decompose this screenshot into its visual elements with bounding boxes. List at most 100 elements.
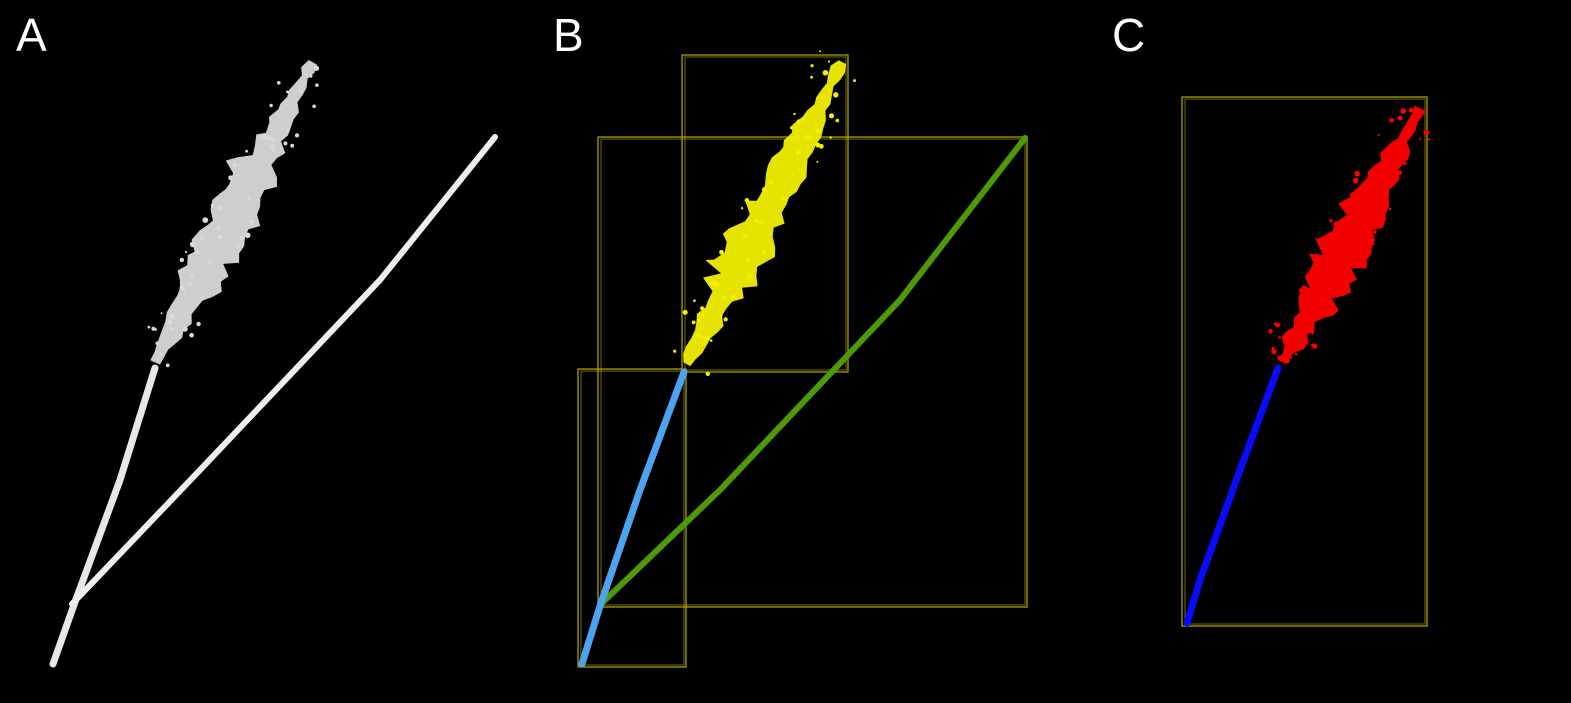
panel-a-seed-head-point: [228, 175, 234, 181]
panel-a-seed-head-point: [216, 225, 221, 230]
panel-c-seed-head-point: [1399, 136, 1402, 139]
panel-c-seed-head-point: [1274, 322, 1280, 328]
panel-b-seed-head-point: [796, 157, 799, 160]
panel-c-seed-head-point: [1328, 233, 1334, 238]
panel-c-seed-head-point: [1311, 343, 1318, 349]
panel-b-seed-head-point: [713, 281, 720, 288]
panel-b-side-stem: [598, 135, 1028, 607]
panel-c-seed-head-point: [1332, 237, 1335, 241]
panel-a-seed-head-point: [277, 81, 281, 85]
panel-label-c: C: [1112, 9, 1146, 61]
panel-a-seed-head-point: [239, 235, 245, 241]
panel-c-seed-head-point: [1356, 245, 1359, 248]
panel-a-seed-head-point: [154, 328, 157, 331]
panel-a-seed-head-point: [312, 104, 316, 109]
panel-b-seed-head-point: [722, 294, 727, 300]
panel-c-stem: [1183, 364, 1282, 627]
panel-c-seed-head-point: [1419, 137, 1422, 141]
panel-a-seed-head-point: [202, 217, 209, 224]
panel-b-seed-head-point: [810, 75, 813, 79]
panel-b-seed-head-point: [758, 220, 764, 225]
panel-a-seed-head-point: [309, 74, 313, 78]
panel-b-seed-head-point: [707, 281, 711, 285]
panel-c-seed-head-point: [1294, 352, 1298, 356]
panel-b-seed-head-point: [705, 371, 710, 376]
panel-a-seed-head-point: [232, 163, 237, 167]
panel-c-seed-head-point: [1423, 130, 1430, 136]
panel-a-seed-head-point: [160, 312, 163, 315]
panel-a-seed-head-point: [218, 205, 223, 211]
panel-a-seed-head-point: [199, 235, 205, 241]
panel-c-seed-head-point: [1310, 330, 1315, 335]
panel-b-seed-head-point: [827, 88, 831, 92]
panel-b-seed-head-point: [816, 160, 819, 163]
panel-b-seed-head-point: [693, 299, 696, 303]
panel-b-seed-head-point: [805, 134, 811, 140]
panel-a-seed-head-point: [244, 175, 247, 178]
panel-b-seed-head-point: [790, 173, 794, 177]
panel-c-seed-head-point: [1388, 207, 1392, 211]
panel-a-seed-head-point: [245, 149, 249, 153]
panel-a-seed-head-point: [208, 260, 213, 265]
panel-a-seed-head-point: [228, 198, 231, 201]
panel-label-a: A: [16, 9, 47, 61]
panel-b-seed-head-point: [827, 104, 830, 107]
panel-b-seed-head-point: [709, 339, 713, 342]
panel-b-seed-head-point: [815, 128, 822, 134]
panel-b-seed-head-point: [801, 117, 806, 122]
panel-b-main-stem-bounding-box-inner: [580, 370, 685, 666]
panel-b-seed-head-point: [797, 166, 800, 169]
panel-b-seed-head-point: [723, 317, 728, 322]
panel-c-seed-head-point: [1329, 300, 1335, 306]
panel-b-seed-head-point: [819, 50, 822, 53]
panel-b-seed-head-point: [835, 118, 840, 123]
panel-c-seed-head-point: [1397, 115, 1403, 121]
panel-b-seed-head-point: [829, 136, 832, 139]
panel-b-seed-head-point: [768, 179, 774, 185]
panel-b-seed-head-point: [704, 335, 710, 342]
panel-c-seed-head-point: [1317, 297, 1324, 304]
panel-a-seed-head-point: [267, 136, 272, 141]
panel-c-seed-head-point: [1271, 348, 1277, 355]
panel-b-seed-head-point: [696, 333, 700, 338]
panel-b-seed-head-point: [700, 306, 705, 311]
panel-c-seed-head: [1278, 105, 1426, 364]
panel-c-bounding-box-inner: [1184, 98, 1426, 625]
panel-a-seed-head-point: [286, 100, 290, 103]
panel-b-seed-head-point: [833, 92, 839, 98]
panel-c-seed-head-point: [1427, 138, 1431, 141]
panel-a-seed-head-point: [247, 197, 251, 201]
panel-a-seed-head-point: [190, 274, 194, 278]
panel-a-seed-head-point: [305, 73, 308, 76]
panel-a-seed-head-point: [155, 341, 160, 346]
panel-b-seed-head-point: [810, 64, 814, 68]
panel-b-seed-head-point: [795, 150, 802, 156]
panel-c-seed-head-point: [1400, 108, 1407, 114]
panel-a-seed-head-point: [200, 296, 204, 300]
panel-a-seed-head-point: [169, 313, 175, 320]
panel-c-seed-head-point: [1362, 226, 1367, 231]
panel-c-seed-head-point: [1372, 230, 1377, 234]
panel-c-seed-head-point: [1289, 356, 1292, 359]
panel-b-seed-head-point: [762, 250, 767, 256]
panel-a-seed-head-point: [169, 327, 173, 331]
panel-b-seed-head: [683, 60, 847, 367]
panel-a-seed-head-point: [269, 103, 273, 108]
panel-c-seed-head-point: [1406, 129, 1412, 135]
panel-b-seed-head-point: [827, 60, 831, 63]
panel-b-seed-head-point: [793, 112, 796, 116]
panel-a-seed-head-point: [194, 249, 200, 255]
panel-b-seed-head-point: [696, 318, 701, 323]
panel-c-seed-head-point: [1381, 208, 1386, 213]
panel-c-seed-head-point: [1377, 133, 1380, 137]
panel-c-seed-head-point: [1372, 243, 1375, 246]
panel-c-seed-head-point: [1329, 219, 1333, 223]
panel-a-seed-head-point: [260, 133, 267, 140]
panel-c-seed-head-point: [1359, 246, 1365, 251]
panel-a-seed-head-point: [290, 143, 295, 148]
panel-c-seed-head-point: [1329, 272, 1333, 275]
panel-c-seed-head-point: [1362, 253, 1367, 258]
panel-b-seed-head-point: [742, 233, 749, 239]
panel-b-seed-head-point: [701, 314, 705, 318]
panel-a-seed-head-point: [189, 332, 194, 338]
